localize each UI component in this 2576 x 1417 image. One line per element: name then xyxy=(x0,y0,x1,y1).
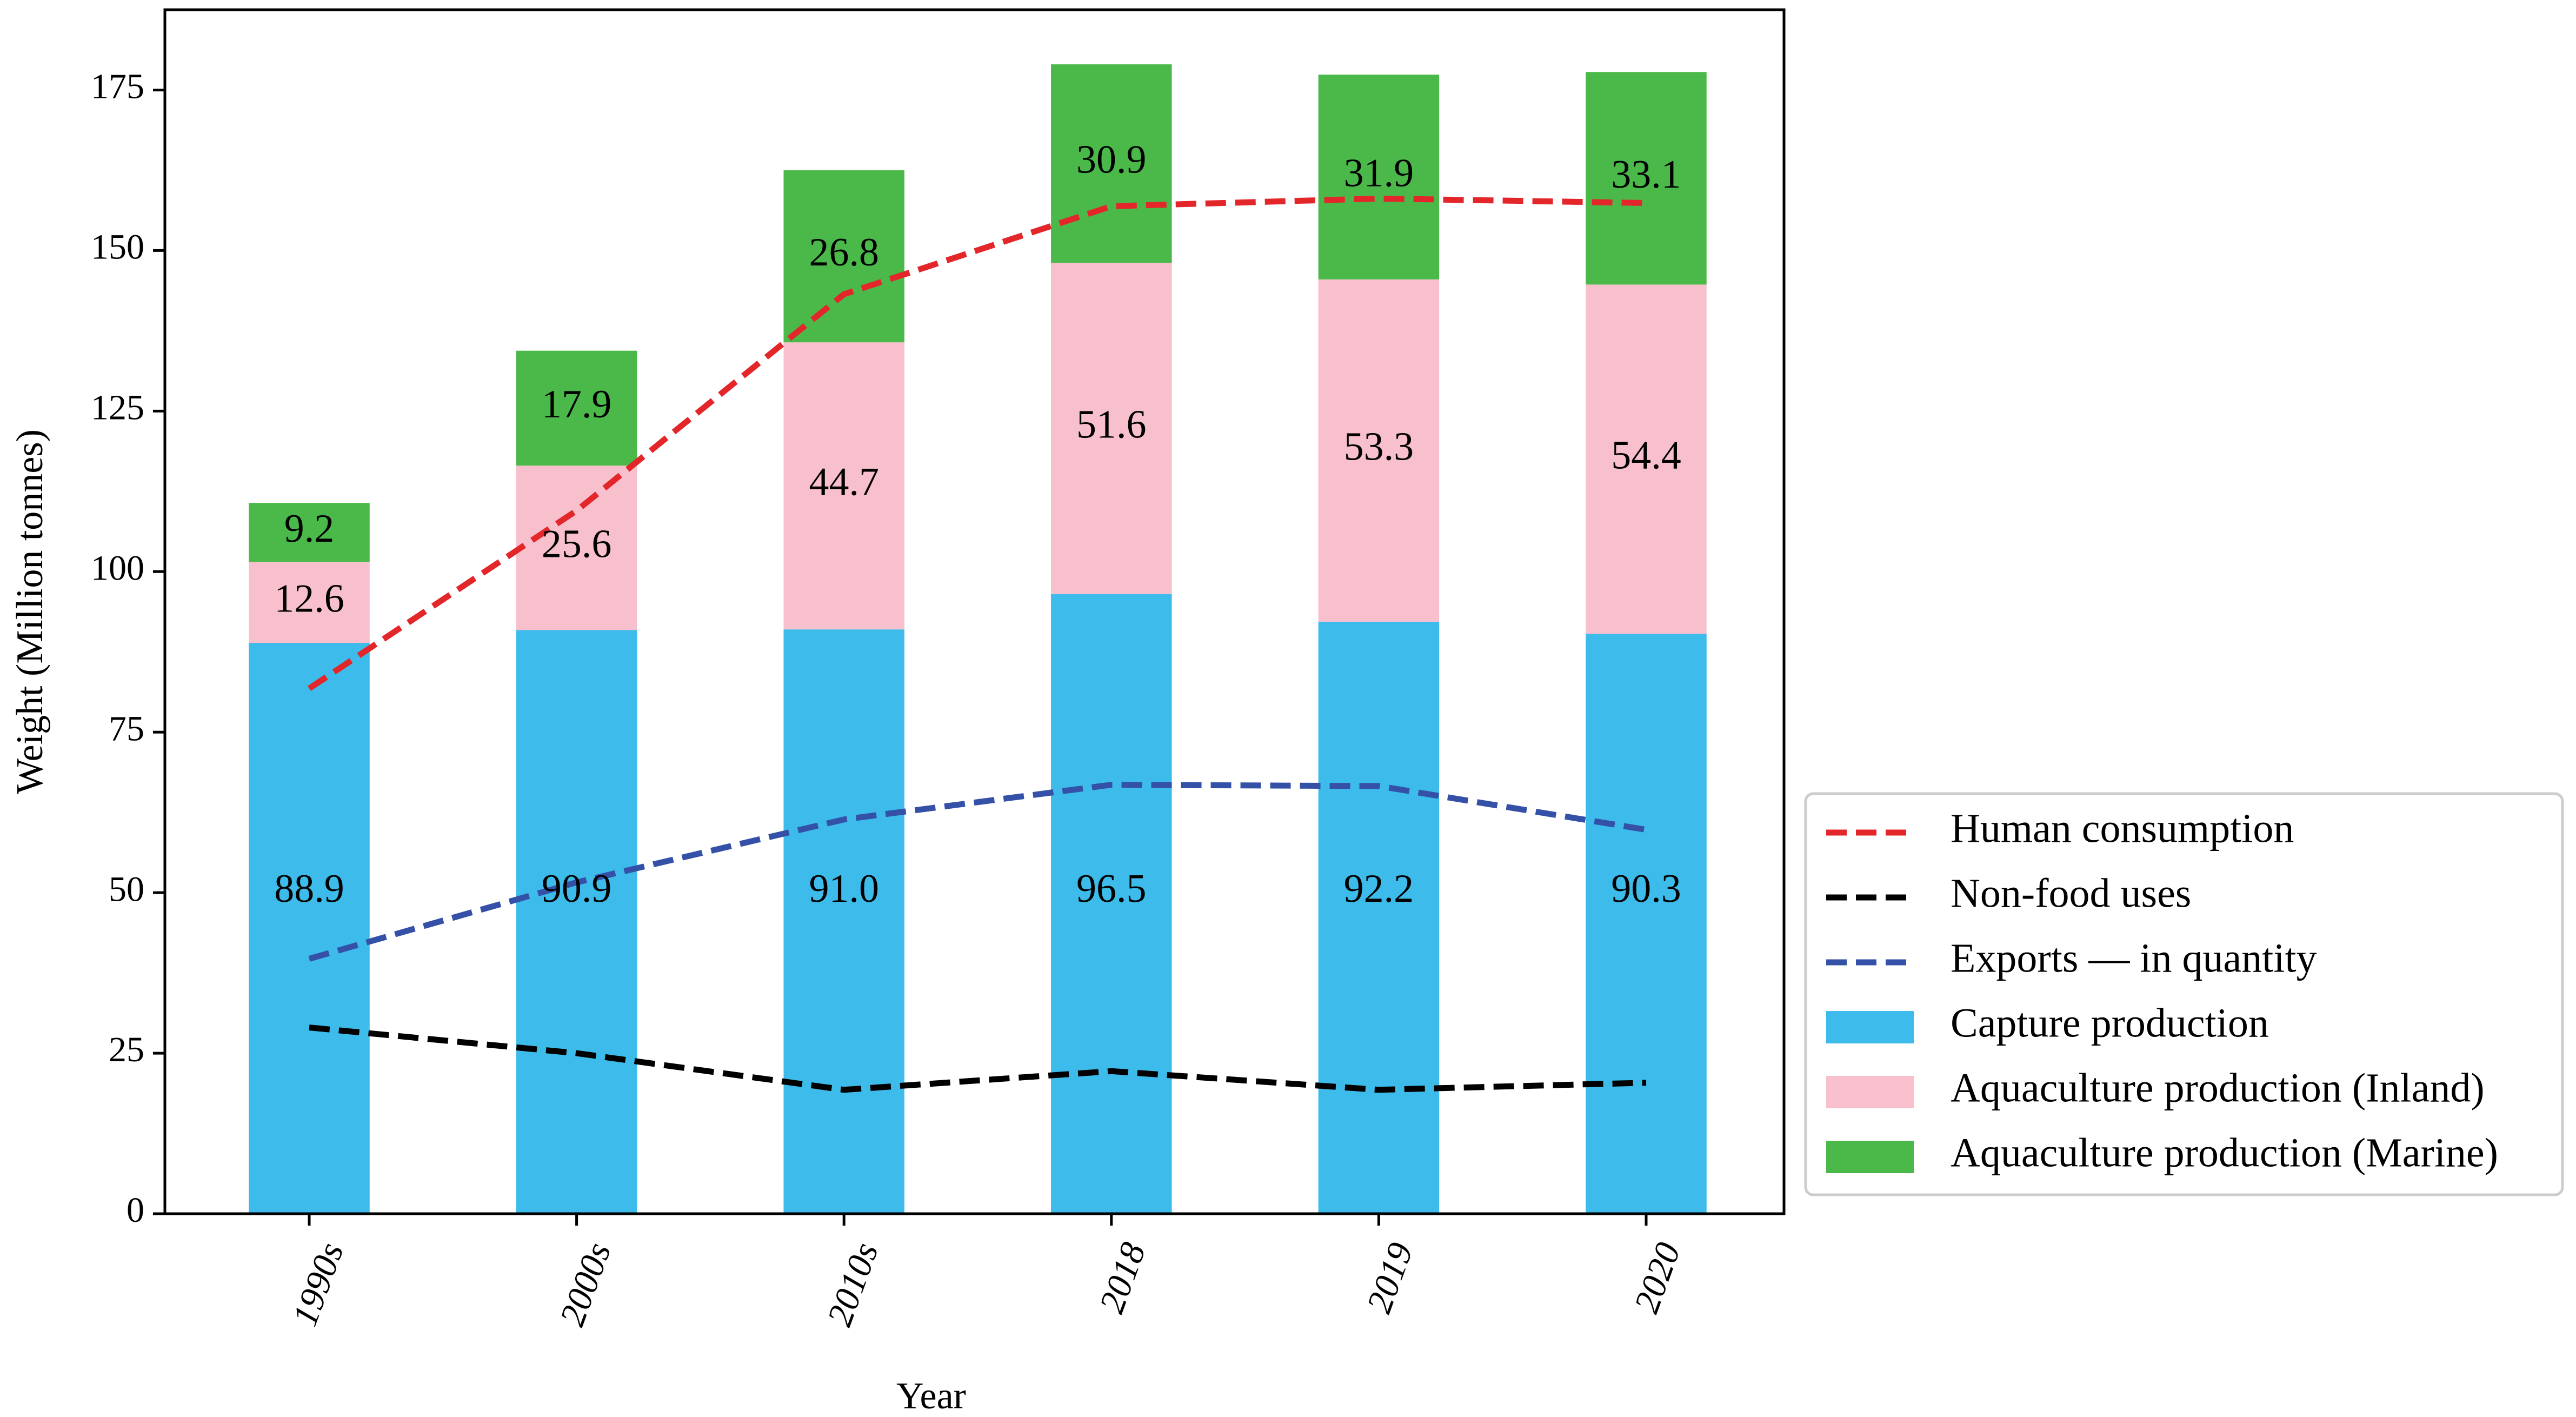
bar-inland-2010s xyxy=(783,342,904,630)
y-tick-label: 125 xyxy=(91,388,144,427)
bar-layer xyxy=(249,64,1707,1214)
bar-inland-2019 xyxy=(1318,279,1440,622)
x-tick-label: 2020 xyxy=(1627,1238,1688,1318)
x-axis-title: Year xyxy=(896,1375,966,1417)
bar-capture-1990s xyxy=(249,643,370,1214)
y-axis: 0 25 50 75 100 125 150 175 xyxy=(91,67,165,1230)
bar-value-label: 88.9 xyxy=(274,867,344,911)
x-tick-label: 2019 xyxy=(1359,1238,1421,1318)
bar-capture-2000s xyxy=(516,630,637,1214)
line-layer xyxy=(307,195,1647,1093)
y-tick-label: 25 xyxy=(109,1030,144,1069)
bar-value-label: 9.2 xyxy=(284,507,335,551)
y-tick-label: 150 xyxy=(91,228,144,267)
bar-value-label: 96.5 xyxy=(1076,867,1147,911)
legend-swatch-marine xyxy=(1826,1141,1914,1173)
legend-label-capture: Capture production xyxy=(1951,1000,2269,1046)
bar-inland-2000s xyxy=(516,465,637,630)
bar-value-label: 91.0 xyxy=(809,867,879,911)
y-tick-label: 75 xyxy=(109,709,144,748)
y-tick-label: 100 xyxy=(91,548,144,588)
legend-label-inland: Aquaculture production (Inland) xyxy=(1951,1065,2485,1110)
bar-label-layer: 88.9 12.6 9.2 90.9 25.6 17.9 91.0 44.7 26.8 96.5 5… xyxy=(274,137,1681,911)
x-tick-label: 2000s xyxy=(553,1238,619,1331)
bar-inland-2018 xyxy=(1051,262,1172,594)
bar-capture-2010s xyxy=(783,629,904,1214)
bar-value-label: 90.9 xyxy=(542,867,612,911)
legend-swatch-capture xyxy=(1826,1011,1914,1043)
bar-marine-2019 xyxy=(1318,74,1440,280)
bar-value-label: 17.9 xyxy=(542,382,612,427)
legend-label-human: Human consumption xyxy=(1951,806,2294,851)
bar-value-label: 90.3 xyxy=(1611,867,1681,911)
y-tick-label: 0 xyxy=(127,1190,144,1230)
bar-inland-2020 xyxy=(1586,284,1707,634)
bar-value-label: 54.4 xyxy=(1611,433,1681,477)
legend-swatch-inland xyxy=(1826,1076,1914,1108)
bar-value-label: 30.9 xyxy=(1076,137,1147,182)
x-tick-label: 2018 xyxy=(1092,1238,1154,1318)
bar-capture-2020 xyxy=(1586,634,1707,1214)
bar-value-label: 92.2 xyxy=(1344,867,1414,911)
legend-box xyxy=(1804,792,2564,1196)
line-exports xyxy=(308,782,1647,962)
bar-marine-2000s xyxy=(516,350,637,466)
bar-value-label: 53.3 xyxy=(1344,424,1414,469)
legend-label-nonfood: Non-food uses xyxy=(1951,870,2191,916)
bar-capture-2018 xyxy=(1051,594,1172,1214)
axes-frame xyxy=(163,8,1786,1215)
bar-marine-2020 xyxy=(1586,72,1707,285)
bar-value-label: 33.1 xyxy=(1611,152,1681,197)
bar-value-label: 44.7 xyxy=(809,460,879,504)
x-tick-label: 1990s xyxy=(285,1238,351,1331)
y-axis-title: Weight (Million tonnes) xyxy=(9,429,51,794)
bar-marine-2010s xyxy=(783,170,904,343)
y-tick-label: 50 xyxy=(109,869,144,909)
bar-value-label: 31.9 xyxy=(1344,151,1414,195)
bar-marine-1990s xyxy=(249,503,370,562)
line-nonfood xyxy=(309,1025,1647,1093)
line-human xyxy=(307,195,1647,691)
legend-label-exports: Exports — in quantity xyxy=(1951,935,2317,981)
x-axis: 1990s 2000s 2010s 2018 2019 2020 xyxy=(285,1214,1688,1331)
bar-value-label: 51.6 xyxy=(1076,402,1147,447)
bar-marine-2018 xyxy=(1051,64,1172,263)
bar-inland-1990s xyxy=(249,562,370,643)
bar-capture-2019 xyxy=(1318,621,1440,1214)
bar-value-label: 12.6 xyxy=(274,576,344,621)
bar-value-label: 25.6 xyxy=(542,522,612,566)
y-tick-label: 175 xyxy=(91,67,144,107)
x-tick-label: 2010s xyxy=(820,1238,886,1331)
bar-value-label: 26.8 xyxy=(809,230,879,275)
legend-label-marine: Aquaculture production (Marine) xyxy=(1951,1130,2498,1175)
legend: Human consumption Non-food uses Exports — … xyxy=(1804,792,2564,1196)
